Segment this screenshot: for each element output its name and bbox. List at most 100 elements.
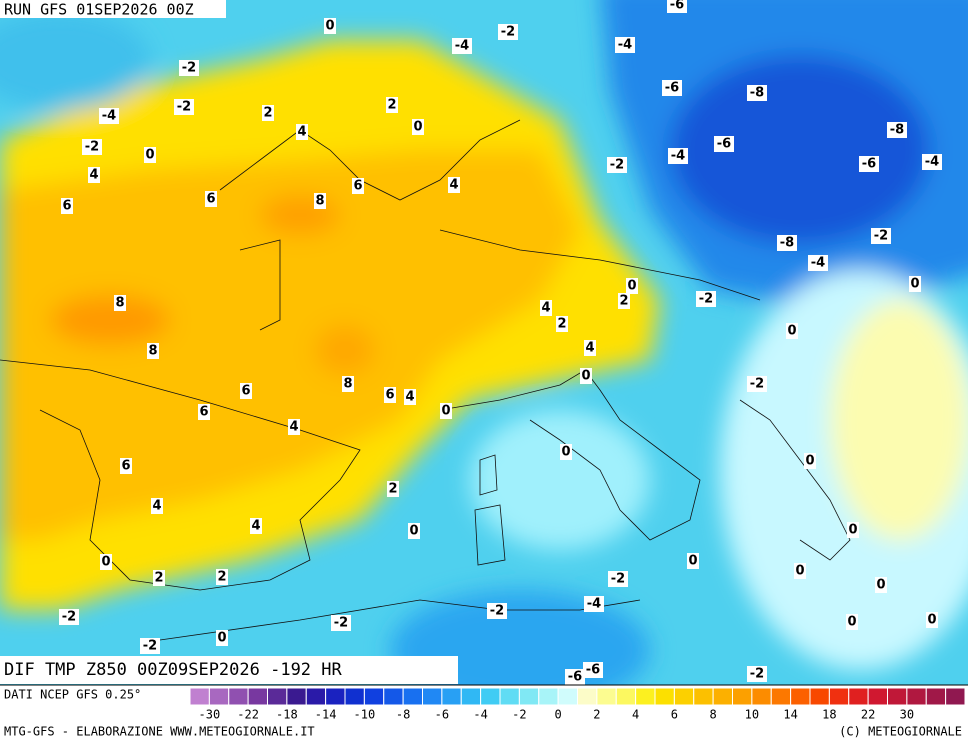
label-box: [615, 37, 635, 53]
legend-swatch: [228, 687, 249, 706]
contour-label: 0: [325, 19, 334, 34]
label-box: [618, 293, 630, 309]
label-box: [296, 124, 308, 140]
label-box: [846, 614, 858, 630]
contour-label: 0: [561, 445, 570, 460]
label-box: [324, 18, 336, 34]
contour-label: -2: [699, 292, 713, 307]
label-box: [342, 376, 354, 392]
label-box: [808, 255, 828, 271]
label-box: [440, 403, 452, 419]
contour-label: -4: [587, 597, 601, 612]
label-box: [404, 389, 416, 405]
contour-label: 4: [251, 519, 260, 534]
label-box: [626, 278, 638, 294]
contour-label: 2: [557, 317, 566, 332]
label-box: [179, 60, 199, 76]
label-box: [448, 177, 460, 193]
contour-label: 8: [148, 344, 157, 359]
legend-swatch: [654, 687, 675, 706]
legend-swatch: [480, 687, 501, 706]
label-box: [153, 570, 165, 586]
contour-label: 6: [199, 405, 208, 420]
legend-swatch: [596, 687, 617, 706]
color-legend: -30 -22 -18 -14 -10 -8 -6 -4 -2 0 2 4 6 8 10 14 18 22 30: [189, 687, 966, 722]
legend-tick-label: -18: [276, 708, 298, 722]
legend-tick-label: 14: [783, 708, 797, 722]
legend-swatch: [305, 687, 327, 706]
contour-label: -6: [717, 137, 731, 152]
run-title: RUN GFS 01SEP2026 00Z: [4, 1, 194, 19]
contour-label: 4: [297, 125, 306, 140]
label-box: [922, 154, 942, 170]
label-box: [147, 343, 159, 359]
label-box: [61, 198, 73, 214]
label-box: [487, 603, 507, 619]
label-box: [216, 569, 228, 585]
legend-tick-label: -8: [396, 708, 410, 722]
legend-swatch: [538, 687, 559, 706]
contour-label: -4: [618, 38, 632, 53]
label-box: [144, 147, 156, 163]
label-box: [387, 481, 399, 497]
label-box: [662, 80, 682, 96]
label-box: [871, 228, 891, 244]
legend-swatch: [906, 687, 927, 706]
legend-swatch: [945, 687, 966, 706]
legend-swatch: [615, 687, 637, 706]
label-box: [408, 523, 420, 539]
legend-swatch: [790, 687, 811, 706]
contour-label: -4: [102, 109, 116, 124]
coastlines: [0, 119, 851, 641]
legend-swatch: [577, 687, 598, 706]
legend-swatch: [499, 687, 520, 706]
legend-tick-label: 8: [710, 708, 717, 722]
contour-label: -6: [862, 157, 876, 172]
legend-swatch: [208, 687, 230, 706]
contour-label: -4: [671, 149, 685, 164]
contour-label: 0: [145, 148, 154, 163]
contour-label: 6: [353, 179, 362, 194]
contour-label: 6: [206, 192, 215, 207]
legend-swatch: [344, 687, 365, 706]
contour-label: -2: [501, 25, 515, 40]
label-box: [786, 323, 798, 339]
legend-swatch: [441, 687, 462, 706]
contour-label: -2: [182, 61, 196, 76]
legend-swatch: [712, 687, 733, 706]
contour-label: 2: [619, 294, 628, 309]
legend-tick-label: 0: [555, 708, 562, 722]
contour-label: 0: [795, 564, 804, 579]
label-box: [580, 368, 592, 384]
contour-label: 0: [805, 454, 814, 469]
contour-label: 8: [343, 377, 352, 392]
contour-label: -2: [610, 158, 624, 173]
contour-label: 0: [581, 369, 590, 384]
legend-tick-label: 22: [861, 708, 875, 722]
label-box: [216, 630, 228, 646]
contour-label: -8: [750, 86, 764, 101]
legend-tick-label: -2: [512, 708, 526, 722]
contour-label: -2: [611, 572, 625, 587]
legend-tick-label: 18: [822, 708, 836, 722]
label-box: [847, 522, 859, 538]
legend-swatch: [673, 687, 695, 706]
legend-swatch: [770, 687, 792, 706]
label-box: [556, 316, 568, 332]
label-box: [386, 97, 398, 113]
legend-tick-label: -22: [237, 708, 259, 722]
contour-label: 6: [241, 384, 250, 399]
contour-label: 0: [217, 631, 226, 646]
contour-label: 4: [152, 499, 161, 514]
footer-right: (C) METEOGIORNALE: [839, 725, 962, 739]
contour-label: -2: [750, 667, 764, 682]
legend-tick-label: 4: [632, 708, 639, 722]
legend-tick-label: 6: [671, 708, 678, 722]
legend-swatch: [325, 687, 346, 706]
contour-label: 4: [541, 301, 550, 316]
contour-label: -2: [177, 100, 191, 115]
label-box: [205, 191, 217, 207]
legend-swatch: [751, 687, 772, 706]
